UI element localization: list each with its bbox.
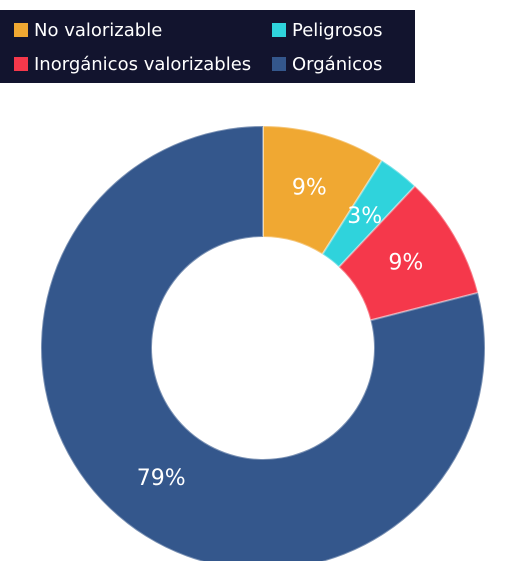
data-label: 79% bbox=[137, 466, 186, 491]
legend-label: Inorgánicos valorizables bbox=[34, 54, 251, 75]
legend-background bbox=[0, 10, 415, 83]
data-label: 9% bbox=[388, 250, 423, 275]
legend-label: Peligrosos bbox=[292, 20, 383, 41]
donut-segment bbox=[40, 124, 486, 561]
legend-marker bbox=[272, 23, 286, 37]
donut-segment bbox=[262, 124, 384, 256]
donut-segment bbox=[337, 184, 480, 322]
data-label: 9% bbox=[292, 176, 327, 201]
data-label: 3% bbox=[347, 204, 382, 229]
legend-marker bbox=[14, 57, 28, 71]
legend-label: Orgánicos bbox=[292, 54, 382, 75]
legend-marker bbox=[14, 23, 28, 37]
legend-marker bbox=[272, 57, 286, 71]
donut-segment bbox=[321, 159, 417, 269]
legend-label: No valorizable bbox=[34, 20, 162, 41]
